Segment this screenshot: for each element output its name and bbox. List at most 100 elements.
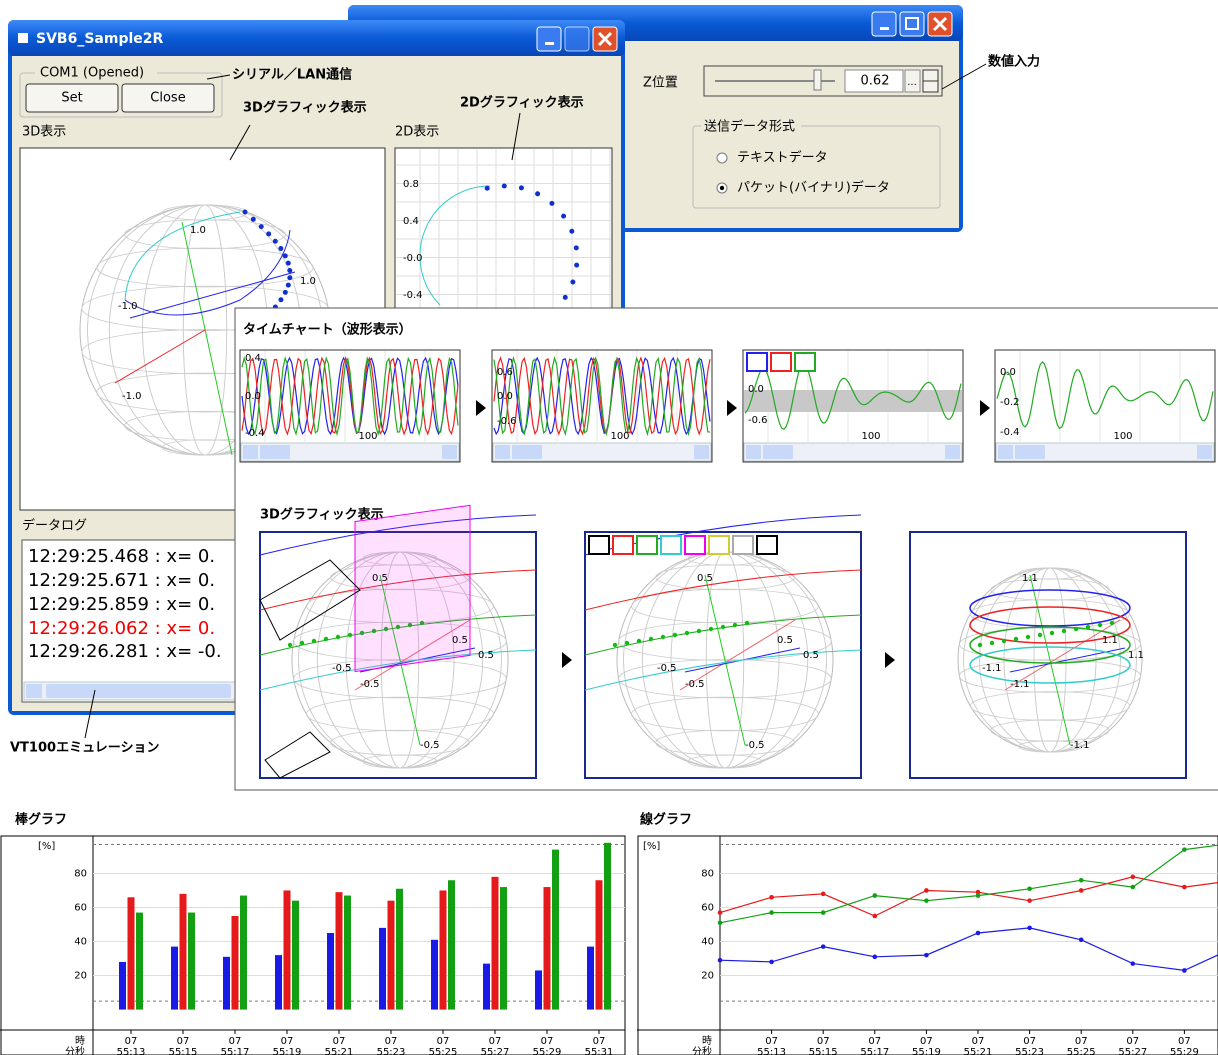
point bbox=[872, 893, 878, 898]
axis-label: -0.5 bbox=[685, 679, 705, 690]
tick-label: -0.6 bbox=[497, 416, 517, 427]
sphere-grid bbox=[330, 564, 470, 591]
x-row-label: 時 bbox=[75, 1035, 85, 1047]
z-label: Z位置 bbox=[643, 76, 678, 91]
x-tick-label: 55:13 bbox=[117, 1047, 146, 1055]
point bbox=[975, 893, 981, 898]
bar bbox=[344, 895, 351, 1010]
trajectory-dot bbox=[285, 282, 291, 288]
axis-label: -0.5 bbox=[657, 663, 677, 674]
trajectory bbox=[259, 569, 537, 611]
point bbox=[924, 952, 929, 958]
axis-label: -1.1 bbox=[982, 663, 1002, 674]
series-checkbox[interactable] bbox=[612, 535, 634, 555]
bar bbox=[483, 963, 490, 1010]
tick-label: 100 bbox=[610, 431, 629, 442]
series-checkbox[interactable] bbox=[770, 352, 792, 372]
timechart-title: タイムチャート（波形表示） bbox=[243, 322, 412, 338]
y-tick-label: 80 bbox=[701, 868, 714, 879]
scroll-button bbox=[495, 445, 510, 459]
trajectory-dot bbox=[612, 642, 618, 648]
trajectory-dot bbox=[282, 253, 288, 259]
axis-label: -0.5 bbox=[420, 740, 440, 751]
x-tick-label: 07 bbox=[1126, 1036, 1139, 1047]
scroll-button bbox=[442, 445, 457, 459]
point bbox=[1130, 874, 1136, 880]
trajectory-dot bbox=[1061, 628, 1067, 634]
point bbox=[769, 910, 774, 915]
trajectory bbox=[969, 646, 1131, 684]
trajectory-dot bbox=[648, 636, 654, 642]
axis bbox=[181, 221, 233, 456]
scrollbar[interactable] bbox=[240, 442, 460, 462]
set-button[interactable] bbox=[25, 83, 119, 113]
dots-button-label: ... bbox=[907, 77, 917, 88]
slider-thumb[interactable] bbox=[813, 69, 822, 91]
tick-label: -0.4 bbox=[245, 428, 265, 439]
tick-label: 0.8 bbox=[403, 179, 419, 190]
series-checkbox[interactable] bbox=[794, 352, 816, 372]
minimize-button[interactable] bbox=[536, 26, 562, 52]
scrollbar[interactable] bbox=[492, 442, 712, 462]
series-checkbox[interactable] bbox=[756, 535, 778, 555]
point bbox=[1027, 898, 1032, 903]
bar bbox=[136, 912, 143, 1010]
y-unit: [%] bbox=[38, 841, 55, 852]
log-line: 12:29:26.281 : x= -0. bbox=[28, 641, 222, 662]
point bbox=[1027, 886, 1032, 892]
x-tick-label: 07 bbox=[1023, 1036, 1036, 1047]
log-line: 12:29:26.062 : x= 0. bbox=[28, 618, 215, 639]
y-tick-label: 20 bbox=[74, 971, 87, 982]
trajectory-dot bbox=[347, 632, 353, 638]
x-tick-label: 07 bbox=[1075, 1036, 1088, 1047]
scrollbar[interactable] bbox=[743, 442, 963, 462]
minimize-button[interactable] bbox=[871, 11, 897, 37]
trajectory-dot bbox=[311, 638, 317, 644]
trajectory-dot bbox=[1037, 632, 1043, 638]
com-group-title: COM1 (Opened) bbox=[40, 66, 144, 81]
trajectory-dot bbox=[285, 260, 291, 266]
maximize-button[interactable] bbox=[564, 26, 590, 52]
axis bbox=[129, 271, 296, 319]
group-title: 送信データ形式 bbox=[704, 119, 795, 135]
annotation: VT100エミュレーション bbox=[10, 741, 160, 756]
trajectory-dot bbox=[371, 628, 377, 634]
x-tick-label: 07 bbox=[489, 1036, 502, 1047]
point bbox=[717, 910, 723, 915]
series-checkbox[interactable] bbox=[732, 535, 754, 555]
series-checkbox[interactable] bbox=[636, 535, 658, 555]
scrollbar[interactable] bbox=[995, 442, 1215, 462]
trajectory-dot bbox=[1097, 622, 1103, 628]
bar bbox=[535, 970, 542, 1010]
series-checkbox[interactable] bbox=[588, 535, 610, 555]
x-tick-label: 07 bbox=[593, 1036, 606, 1047]
point bbox=[1130, 884, 1136, 890]
axis-label: -0.5 bbox=[360, 679, 380, 690]
point bbox=[820, 944, 826, 949]
chart-frame bbox=[0, 835, 626, 1055]
trajectory-dot bbox=[282, 289, 288, 295]
series-checkbox[interactable] bbox=[746, 352, 768, 372]
point bbox=[1027, 925, 1032, 931]
radio-button[interactable] bbox=[716, 152, 728, 164]
maximize-button[interactable] bbox=[899, 11, 925, 37]
close-port-button[interactable] bbox=[121, 83, 215, 113]
trajectory-dot bbox=[278, 297, 284, 303]
bar bbox=[292, 900, 299, 1010]
series-checkbox[interactable] bbox=[708, 535, 730, 555]
x-row-label: 時 bbox=[702, 1035, 712, 1047]
scroll-thumb bbox=[260, 445, 290, 459]
trajectory-dot bbox=[287, 267, 293, 273]
point bbox=[1130, 961, 1136, 966]
trajectory-dot bbox=[278, 246, 284, 252]
axis bbox=[114, 329, 206, 384]
dots-button[interactable] bbox=[904, 69, 921, 93]
x-tick-label: 07 bbox=[281, 1036, 294, 1047]
trajectory bbox=[124, 211, 241, 301]
trajectory-dot bbox=[359, 630, 365, 636]
z-value-box[interactable] bbox=[844, 69, 904, 93]
arrow bbox=[727, 400, 737, 416]
bar bbox=[439, 890, 447, 1010]
series-checkbox[interactable] bbox=[660, 535, 682, 555]
series-checkbox[interactable] bbox=[684, 535, 706, 555]
